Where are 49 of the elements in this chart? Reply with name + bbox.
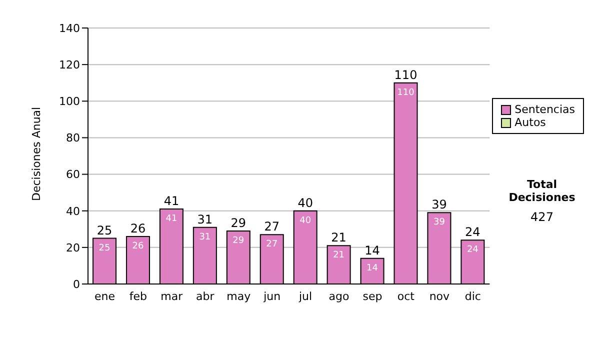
x-tick-label: ene (94, 290, 116, 303)
y-tick-label: 0 (73, 278, 80, 291)
y-tick-label: 80 (66, 132, 80, 145)
data-label: 29 (232, 236, 244, 246)
total-label: 39 (432, 198, 447, 212)
total-label: 41 (164, 194, 180, 208)
data-label: 41 (166, 214, 178, 224)
data-label: 25 (98, 243, 110, 254)
data-label: 14 (366, 263, 378, 274)
x-tick-label: abr (196, 290, 215, 303)
text: Total Decisiones (508, 178, 576, 204)
total-label: 25 (96, 223, 112, 238)
y-tick-label: 140 (59, 22, 80, 35)
y-tick-label: 20 (66, 241, 80, 254)
x-tick-label: sep (362, 290, 382, 303)
data-label: 39 (433, 218, 446, 228)
total-label: 26 (130, 221, 146, 236)
total-label: 27 (264, 220, 280, 234)
total-label: 21 (331, 230, 346, 245)
x-tick-label: oct (397, 290, 416, 303)
legend-label: Autos (514, 116, 546, 129)
x-tick-label: feb (129, 290, 148, 303)
data-label: 21 (333, 250, 345, 261)
total-label: 24 (465, 225, 480, 240)
y-tick-label: 120 (59, 58, 80, 72)
data-label: 27 (266, 240, 278, 250)
y-tick-label: 60 (66, 168, 80, 182)
x-tick-label: may (226, 290, 252, 303)
x-tick-label: dic (464, 290, 481, 303)
total-label: 110 (394, 68, 418, 82)
y-tick-label: 100 (59, 95, 80, 108)
data-label: 24 (466, 245, 479, 256)
x-tick-label: nov (429, 290, 450, 303)
total-label: 14 (364, 243, 380, 258)
x-tick-label: jun (262, 290, 281, 303)
total-label: 31 (197, 212, 213, 226)
x-tick-label: ago (328, 290, 350, 303)
data-label: 31 (199, 232, 211, 242)
data-label: 40 (300, 216, 312, 226)
total-label: 40 (298, 196, 313, 210)
x-tick-label: jul (298, 290, 312, 303)
total-label: 29 (230, 216, 246, 230)
y-tick-label: 40 (66, 204, 80, 218)
data-label: 110 (397, 88, 415, 98)
legend-label: Sentencias (514, 103, 575, 116)
text: 427 (530, 210, 554, 224)
data-label: 26 (132, 241, 144, 252)
x-tick-label: mar (160, 290, 184, 303)
y-axis-title: Decisiones Anual (30, 106, 43, 201)
